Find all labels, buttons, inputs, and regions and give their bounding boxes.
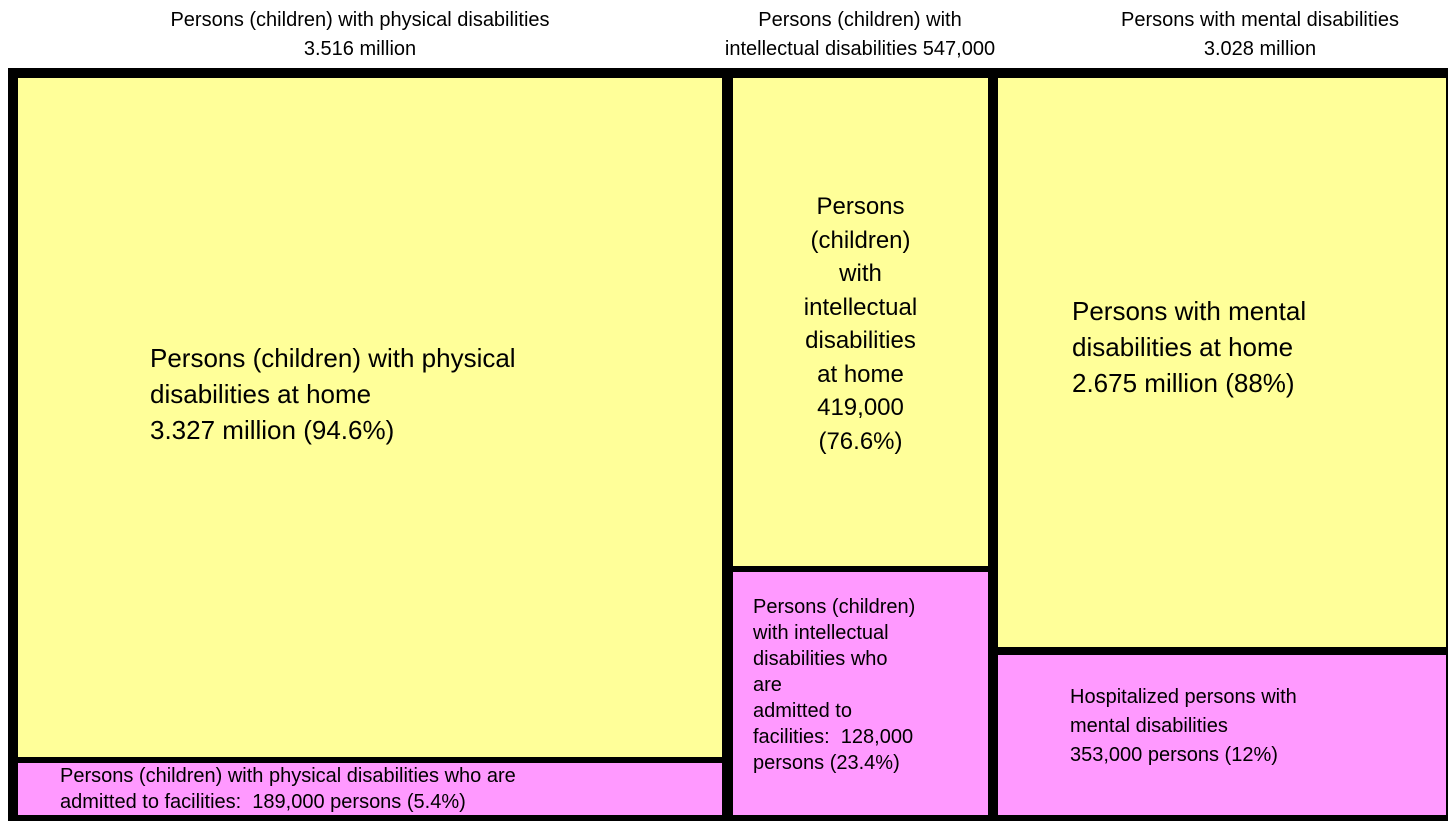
text-line: (76.6%) xyxy=(818,427,903,455)
facility-cell: Hospitalized persons with mental disabili… xyxy=(998,655,1446,815)
at-home-cell: Persons (children) with physical disabili… xyxy=(18,78,722,757)
text-line: with xyxy=(839,260,882,287)
text-line: 3.516 million xyxy=(303,38,417,60)
text-line: Persons (children) xyxy=(753,596,916,618)
text-line: Persons (children) with xyxy=(758,9,962,31)
group-heading: Persons (children) with physical disabil… xyxy=(60,6,660,64)
text-line: 3.327 million (94.6%) xyxy=(150,415,395,445)
text-line: with intellectual xyxy=(753,622,889,644)
text-line: intellectual disabilities 547,000 xyxy=(724,38,996,60)
text-line: disabilities at home xyxy=(1072,332,1294,362)
text-line: Persons with mental disabilities xyxy=(1121,9,1399,31)
text-line: Persons with mental xyxy=(1072,296,1307,326)
text-line: are xyxy=(753,674,782,696)
text-line: disabilities who xyxy=(753,648,888,670)
text-line: intellectual xyxy=(803,293,918,321)
text-line: persons (23.4%) xyxy=(753,752,900,774)
text-line: facilities: 128,000 xyxy=(753,726,914,748)
facility-cell: Persons (children) with physical disabil… xyxy=(18,763,722,815)
text-line: 353,000 persons (12%) xyxy=(1070,744,1278,766)
text-line: Persons (children) with physical disabil… xyxy=(170,9,550,31)
text-line: 419,000 xyxy=(817,394,904,421)
text-line: at home xyxy=(817,360,904,388)
at-home-cell: Persons (children) with intellectual disabil… xyxy=(733,78,988,566)
text-line: mental disabilities xyxy=(1070,715,1228,737)
group-heading: Persons (children) with intellectual disa… xyxy=(660,6,1060,64)
text-line: 3.028 million xyxy=(1203,38,1317,60)
text-line: admitted to facilities: 189,000 persons … xyxy=(60,791,466,813)
text-line: Hospitalized persons with xyxy=(1070,686,1297,708)
facility-cell: Persons (children) with intellectual disab… xyxy=(733,572,988,815)
text-line: admitted to xyxy=(753,700,852,722)
group-heading: Persons with mental disabilities 3.028 mi… xyxy=(1060,6,1448,64)
at-home-cell: Persons with mental disabilities at home 2… xyxy=(998,78,1446,647)
text-line: Persons (children) with physical disabil… xyxy=(60,765,516,787)
text-line: (children) xyxy=(810,226,911,254)
text-line: Persons xyxy=(816,193,905,220)
text-line: Persons (children) with physical xyxy=(150,343,516,373)
text-line: 2.675 million (88%) xyxy=(1072,368,1295,398)
text-line: disabilities at home xyxy=(150,379,372,409)
text-line: disabilities xyxy=(805,327,916,354)
